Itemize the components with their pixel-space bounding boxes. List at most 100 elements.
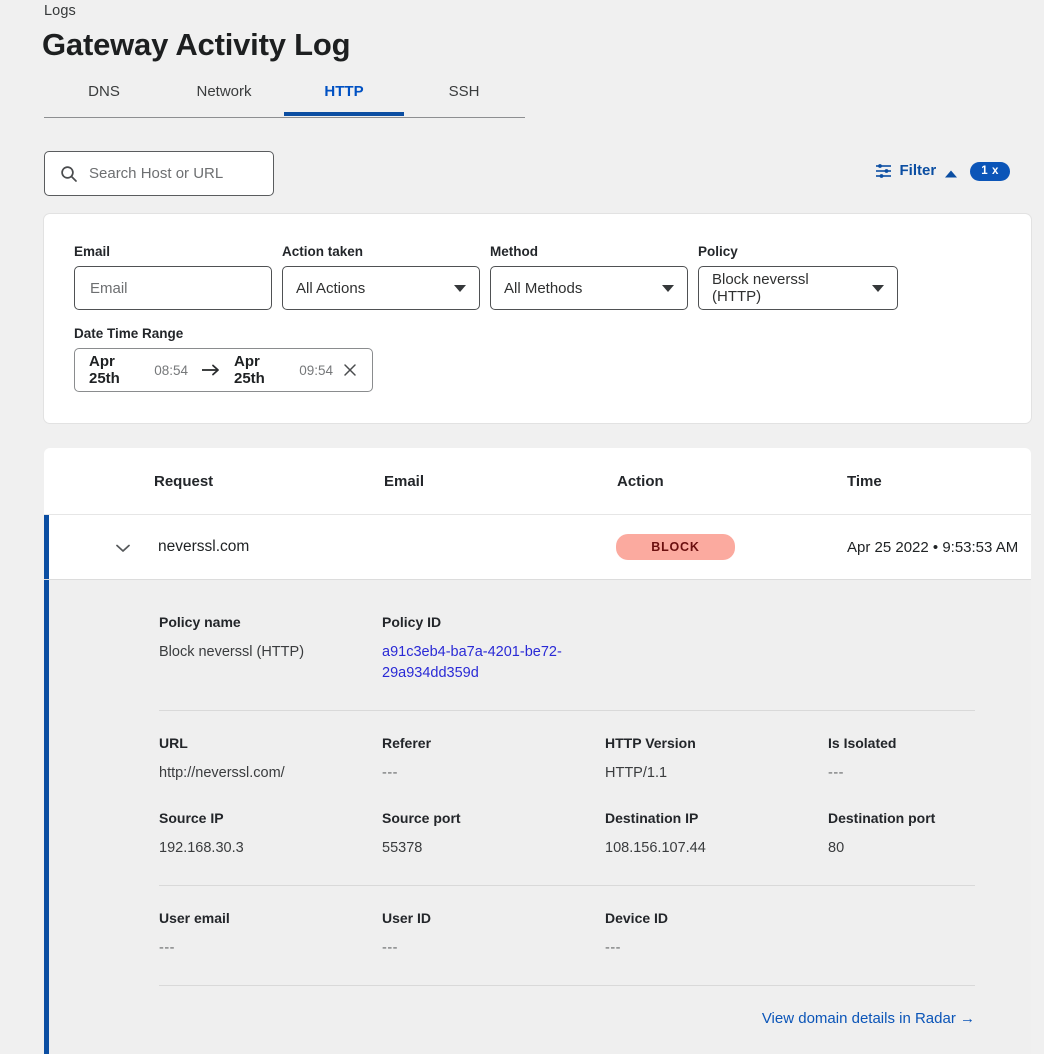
- tab-http[interactable]: HTTP: [284, 75, 404, 116]
- view-domain-details-in-radar-link[interactable]: View domain details in Radar →: [761, 1010, 975, 1027]
- destination-ip-label: Destination IP: [605, 810, 699, 826]
- date-range-label: Date Time Range: [74, 326, 184, 341]
- row-request: neverssl.com: [158, 538, 250, 555]
- table-row[interactable]: neverssl.com BLOCK Apr 25 2022 • 9:53:53…: [44, 514, 1031, 580]
- policy-name-value: Block neverssl (HTTP): [159, 644, 305, 660]
- detail-destination-port: Destination port 80: [828, 810, 1044, 859]
- filter-field-email: Email: [74, 244, 272, 310]
- chevron-down-icon[interactable]: [114, 541, 132, 553]
- policy-id-link[interactable]: a91c3eb4-ba7a-4201-be72-29a934dd359d: [382, 644, 562, 681]
- referer-label: Referer: [382, 735, 432, 751]
- page-title: Gateway Activity Log: [42, 27, 351, 62]
- search-icon: [59, 164, 79, 184]
- detail-referer: Referer ---: [382, 735, 605, 784]
- url-value: http://neverssl.com/: [159, 765, 285, 781]
- http-version-value: HTTP/1.1: [605, 765, 668, 781]
- chevron-down-icon: [662, 284, 674, 292]
- detail-policy-name: Policy name Block neverssl (HTTP): [159, 614, 382, 684]
- user-id-value: ---: [382, 940, 398, 956]
- detail-device-id: Device ID ---: [605, 910, 828, 959]
- date-range-start-time[interactable]: 08:54: [154, 362, 188, 378]
- arrow-right-icon: [201, 363, 221, 377]
- tab-dns[interactable]: DNS: [88, 83, 120, 100]
- user-email-label: User email: [159, 910, 230, 926]
- source-ip-value: 192.168.30.3: [159, 840, 244, 856]
- policy-id-label: Policy ID: [382, 614, 442, 630]
- chevron-down-icon: [454, 284, 466, 292]
- row-detail-panel: Policy name Block neverssl (HTTP) Policy…: [44, 580, 1031, 1054]
- radar-link-wrap: View domain details in Radar →: [159, 1010, 1003, 1028]
- source-ip-label: Source IP: [159, 810, 224, 826]
- column-header-action: Action: [617, 472, 664, 490]
- column-header-email: Email: [384, 472, 425, 490]
- column-header-request: Request: [154, 472, 214, 490]
- activity-log-table: Request Email Action Time neverssl.com B…: [44, 448, 1031, 1054]
- destination-ip-value: 108.156.107.44: [605, 840, 706, 856]
- device-id-value: ---: [605, 940, 621, 956]
- is-isolated-value: ---: [828, 765, 844, 781]
- filter-panel: Email Action taken All Actions Method Al…: [44, 214, 1031, 423]
- close-icon[interactable]: [342, 362, 358, 378]
- detail-url: URL http://neverssl.com/: [159, 735, 382, 784]
- date-range-end-time[interactable]: 09:54: [299, 362, 333, 378]
- user-email-value: ---: [159, 940, 175, 956]
- row-time: Apr 25 2022 • 9:53:53 AM: [847, 538, 1019, 556]
- url-label: URL: [159, 735, 188, 751]
- date-range-start-date[interactable]: Apr 25th: [89, 353, 120, 387]
- detail-policy-id: Policy ID a91c3eb4-ba7a-4201-be72-29a934…: [382, 614, 605, 684]
- policy-label: Policy: [698, 244, 738, 259]
- table-header-row: Request Email Action Time: [44, 448, 1031, 514]
- source-port-value: 55378: [382, 840, 423, 856]
- detail-group-user: User email --- User ID --- Device ID ---: [159, 910, 1003, 959]
- detail-user-email: User email ---: [159, 910, 382, 959]
- filter-field-method: Method All Methods: [490, 244, 688, 310]
- detail-source-port: Source port 55378: [382, 810, 605, 859]
- filter-field-date-range: Date Time Range Apr 25th 08:54 Apr 25th …: [74, 326, 373, 392]
- email-label: Email: [74, 244, 111, 259]
- email-input[interactable]: [88, 278, 258, 298]
- breadcrumb[interactable]: Logs: [44, 3, 76, 19]
- detail-destination-ip: Destination IP 108.156.107.44: [605, 810, 828, 859]
- action-select[interactable]: All Actions: [282, 266, 480, 310]
- email-input-wrap[interactable]: [74, 266, 272, 310]
- date-range-end-date[interactable]: Apr 25th: [234, 353, 265, 387]
- detail-divider: [159, 885, 975, 886]
- filter-field-policy: Policy Block neverssl (HTTP): [698, 244, 898, 310]
- chevron-down-icon: [872, 284, 884, 292]
- referer-value: ---: [382, 765, 398, 781]
- filter-toggle-button[interactable]: Filter 1 x: [875, 160, 1010, 181]
- column-header-time: Time: [847, 472, 882, 490]
- user-id-label: User ID: [382, 910, 432, 926]
- is-isolated-label: Is Isolated: [828, 735, 897, 751]
- action-select-value: All Actions: [296, 279, 366, 297]
- method-label: Method: [490, 244, 538, 259]
- tab-ssh[interactable]: SSH: [448, 83, 480, 100]
- chevron-up-icon: [944, 166, 958, 177]
- tab-network[interactable]: Network: [196, 83, 252, 100]
- filter-count-badge[interactable]: 1 x: [970, 162, 1010, 181]
- detail-divider: [159, 985, 975, 986]
- destination-port-label: Destination port: [828, 810, 936, 826]
- row-accent-bar: [44, 515, 49, 579]
- detail-is-isolated: Is Isolated ---: [828, 735, 1044, 784]
- policy-select-value: Block neverssl (HTTP): [712, 271, 809, 305]
- detail-group-request: URL http://neverssl.com/ Referer --- HTT…: [159, 735, 1003, 784]
- status-badge: BLOCK: [616, 534, 735, 560]
- device-id-label: Device ID: [605, 910, 669, 926]
- detail-user-id: User ID ---: [382, 910, 605, 959]
- method-select[interactable]: All Methods: [490, 266, 688, 310]
- date-range-control[interactable]: Apr 25th 08:54 Apr 25th 09:54: [74, 348, 373, 392]
- http-version-label: HTTP Version: [605, 735, 696, 751]
- method-select-value: All Methods: [504, 279, 583, 297]
- log-type-tabs: DNS Network HTTP SSH: [44, 75, 525, 118]
- policy-select[interactable]: Block neverssl (HTTP): [698, 266, 898, 310]
- search-input[interactable]: [87, 164, 263, 183]
- detail-divider: [159, 710, 975, 711]
- action-label: Action taken: [282, 244, 364, 259]
- detail-group-policy: Policy name Block neverssl (HTTP) Policy…: [159, 614, 1003, 684]
- detail-group-network: Source IP 192.168.30.3 Source port 55378…: [159, 810, 1003, 859]
- source-port-label: Source port: [382, 810, 461, 826]
- search-box[interactable]: [44, 151, 274, 196]
- filter-label: Filter: [899, 162, 937, 179]
